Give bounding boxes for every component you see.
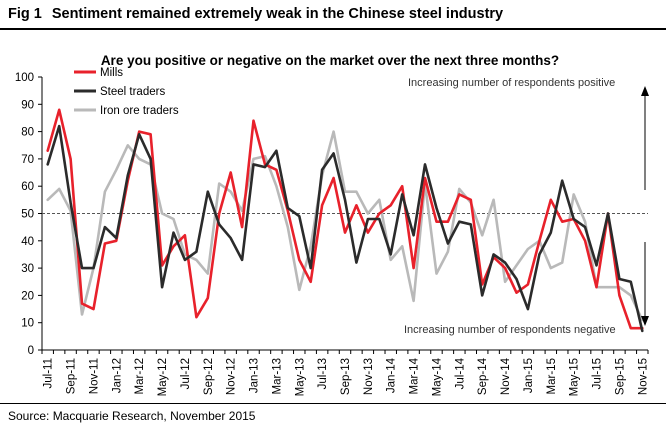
down-arrow-icon: [641, 242, 649, 326]
y-tick-label: 70: [21, 154, 34, 166]
x-tick-label: Mar-15: [546, 358, 558, 394]
x-tick-label: May-13: [294, 358, 306, 396]
x-tick-label: Jan-14: [386, 357, 398, 393]
x-tick-label: May-14: [431, 357, 443, 396]
axes: 0 10 20 30 40 50 60 70 80 90 100 Jul-11 Sep-11 Nov-11…: [15, 72, 649, 396]
legend-label: Steel traders: [100, 86, 165, 98]
title-rule: [0, 28, 666, 30]
x-tick-label: Mar-13: [271, 358, 283, 394]
x-tick-label: May-12: [157, 358, 169, 396]
x-tick-label: Jan-15: [523, 358, 535, 393]
y-tick-label: 50: [21, 209, 34, 221]
source-note: Source: Macquarie Research, November 201…: [8, 409, 256, 423]
annotation-positive: Increasing number of respondents positiv…: [408, 77, 615, 89]
x-tick-label: Nov-13: [363, 358, 375, 395]
y-tick-label: 60: [21, 181, 34, 193]
x-tick-label: Nov-15: [637, 358, 649, 395]
legend: Mills Steel traders Iron ore traders: [74, 67, 179, 117]
sentiment-chart: Are you positive or negative on the mark…: [15, 53, 649, 396]
x-tick-label: Mar-12: [134, 358, 146, 394]
figure-title-text: Sentiment remained extremely weak in the…: [51, 6, 504, 22]
x-tick-label: Nov-11: [88, 358, 100, 394]
annotations: Increasing number of respondents positiv…: [404, 77, 649, 336]
series-line-steel-traders: [46, 124, 644, 333]
legend-label: Mills: [100, 67, 123, 79]
y-tick-label: 0: [28, 345, 34, 357]
x-tick-label: Jul-11: [43, 358, 55, 388]
x-tick-label: Nov-14: [500, 357, 512, 395]
y-tick-label: 90: [21, 99, 34, 111]
y-tick-label: 10: [21, 318, 34, 330]
y-tick-label: 100: [15, 72, 34, 84]
footer-rule: [0, 403, 666, 404]
x-tick-label: Jan-13: [249, 358, 261, 393]
up-arrow-icon: [641, 86, 649, 190]
figure-number: Fig 1: [8, 6, 42, 22]
x-tick-label: Jul-13: [317, 358, 329, 389]
figure-title: Fig 1 Sentiment remained extremely weak i…: [8, 6, 503, 22]
chart-title: Are you positive or negative on the mark…: [101, 53, 559, 68]
x-tick-label: Jul-12: [180, 358, 192, 389]
x-tick-label: Sep-14: [477, 357, 489, 395]
x-tick-label: Jul-15: [592, 358, 604, 389]
y-tick-label: 40: [21, 236, 34, 248]
series-line-mills: [46, 108, 644, 330]
x-tick-label: Mar-14: [409, 357, 421, 394]
annotation-negative: Increasing number of respondents negativ…: [404, 324, 616, 336]
y-tick-label: 20: [21, 290, 34, 302]
x-tick-label: Sep-13: [340, 358, 352, 395]
x-tick-label: Jul-14: [454, 357, 466, 389]
x-tick-label: Jan-12: [111, 358, 123, 393]
x-tick-label: Sep-15: [614, 358, 626, 395]
x-tick-label: May-15: [569, 358, 581, 396]
x-tick-label: Nov-12: [226, 358, 238, 395]
y-tick-label: 80: [21, 127, 34, 139]
y-tick-label: 30: [21, 263, 34, 275]
legend-label: Iron ore traders: [100, 105, 179, 117]
x-tick-label: Sep-12: [203, 358, 215, 395]
series-lines: [46, 108, 644, 333]
x-tick-label: Sep-11: [66, 358, 78, 394]
